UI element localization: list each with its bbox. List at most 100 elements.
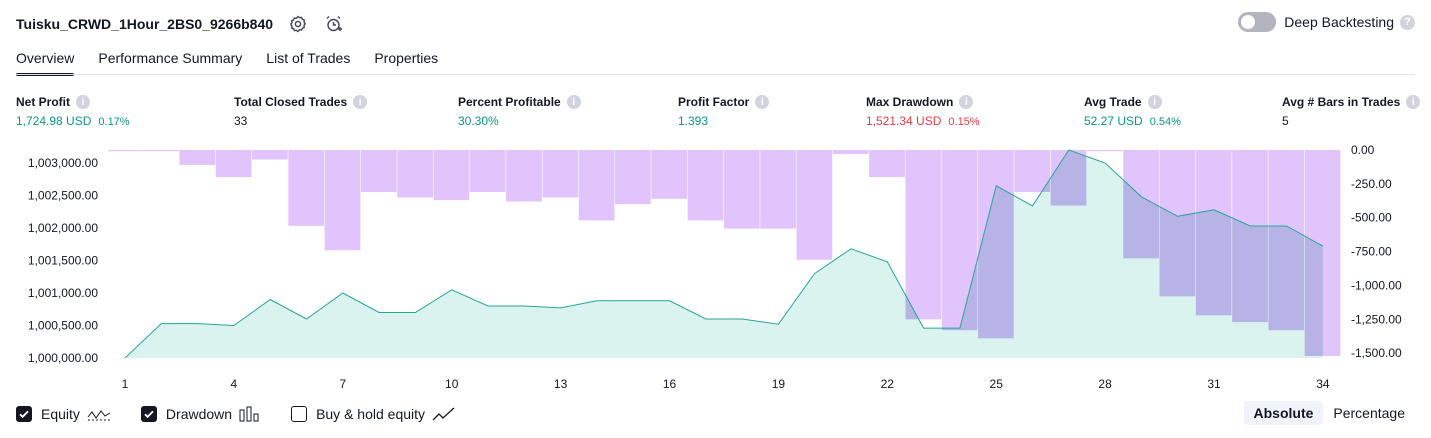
left-tick-label: 1,001,000.00 xyxy=(28,286,98,300)
metric-label: Total Closed Trades xyxy=(234,95,348,109)
percentage-button[interactable]: Percentage xyxy=(1333,405,1405,421)
left-tick-label: 1,000,500.00 xyxy=(28,319,98,333)
info-icon[interactable]: i xyxy=(1147,95,1162,109)
deep-backtesting-toggle[interactable] xyxy=(1238,12,1277,32)
x-axis: 1 4 7 10 13 16 19 22 25 28 31 34 xyxy=(122,377,1330,391)
tab-list-of-trades[interactable]: List of Trades xyxy=(266,50,351,66)
info-icon[interactable]: i xyxy=(566,95,581,109)
drawdown-bar[interactable] xyxy=(469,150,506,192)
metric-label: Percent Profitable xyxy=(458,95,561,109)
drawdown-bar[interactable] xyxy=(760,150,796,229)
tab-properties[interactable]: Properties xyxy=(374,50,439,66)
chart-legend: Equity Drawdown Buy & hold equity xyxy=(16,402,486,426)
legend-label: Equity xyxy=(41,406,80,422)
right-tick-label: -1,000.00 xyxy=(1351,278,1402,292)
tabs-divider xyxy=(16,74,1415,75)
metric-label: Avg # Bars in Trades xyxy=(1282,95,1401,109)
settings-icon[interactable] xyxy=(287,13,309,35)
tab-overview[interactable]: Overview xyxy=(16,42,75,76)
drawdown-bar[interactable] xyxy=(360,150,397,192)
drawdown-bar[interactable] xyxy=(288,150,325,226)
mode-switch: Absolute Percentage xyxy=(1243,401,1416,425)
absolute-button[interactable]: Absolute xyxy=(1243,401,1324,425)
metric-avg-trade: Avg Trade i 52.27 USD 0.54% xyxy=(1084,94,1181,130)
drawdown-bar[interactable] xyxy=(252,150,288,160)
x-tick-label: 13 xyxy=(554,377,568,391)
metric-percent: 0.15% xyxy=(948,116,980,128)
x-tick-label: 25 xyxy=(990,377,1004,391)
drawdown-checkbox[interactable] xyxy=(140,406,157,422)
equity-line xyxy=(124,149,1324,359)
equity-line-icon xyxy=(87,406,111,422)
left-tick-label: 1,000,000.00 xyxy=(28,351,98,365)
metric-profit-factor: Profit Factor i 1.393 xyxy=(678,94,770,130)
drawdown-bar[interactable] xyxy=(832,150,869,155)
metric-label: Max Drawdown xyxy=(866,95,954,109)
drawdown-bar[interactable] xyxy=(1014,150,1051,192)
legend-buy-hold[interactable]: Buy & hold equity xyxy=(291,406,456,422)
drawdown-bar[interactable] xyxy=(397,150,433,198)
x-tick-label: 31 xyxy=(1207,377,1221,391)
drawdown-bar[interactable] xyxy=(1086,150,1123,152)
drawdown-bar[interactable] xyxy=(143,150,179,152)
strategy-title: Tuisku_CRWD_1Hour_2BS0_9266b840 xyxy=(16,16,274,32)
right-tick-label: -750.00 xyxy=(1351,245,1392,259)
drawdown-bar[interactable] xyxy=(796,150,833,260)
buy-hold-checkbox[interactable] xyxy=(291,406,308,422)
left-tick-label: 1,003,000.00 xyxy=(28,156,98,170)
x-tick-label: 10 xyxy=(445,377,459,391)
tab-bar: Overview Performance Summary List of Tra… xyxy=(16,42,462,76)
left-tick-label: 1,002,000.00 xyxy=(28,221,98,235)
metric-percent-profitable: Percent Profitable i 30.30% xyxy=(458,94,581,130)
right-tick-label: -250.00 xyxy=(1351,177,1392,191)
left-axis: 1,003,000.00 1,002,500.00 1,002,000.00 1,00… xyxy=(28,156,98,365)
drawdown-bar[interactable] xyxy=(108,150,143,152)
info-icon[interactable]: i xyxy=(353,95,368,109)
left-tick-label: 1,001,500.00 xyxy=(28,254,98,268)
metric-value: 52.27 USD xyxy=(1084,114,1143,128)
drawdown-bar[interactable] xyxy=(506,150,542,202)
drawdown-bar[interactable] xyxy=(215,150,252,178)
deep-backtesting-label: Deep Backtesting xyxy=(1284,14,1394,30)
tab-performance-summary[interactable]: Performance Summary xyxy=(98,50,243,66)
info-icon[interactable]: i xyxy=(76,95,90,109)
help-icon[interactable]: ? xyxy=(1400,14,1415,30)
header: Tuisku_CRWD_1Hour_2BS0_9266b840 xyxy=(16,10,345,38)
x-tick-label: 1 xyxy=(122,377,129,391)
x-tick-label: 4 xyxy=(231,377,238,391)
drawdown-bars-icon xyxy=(239,406,261,422)
info-icon[interactable]: i xyxy=(1406,95,1421,109)
metric-value: 1,521.34 USD xyxy=(866,114,942,128)
drawdown-bar[interactable] xyxy=(433,150,470,201)
drawdown-bar[interactable] xyxy=(179,150,216,165)
drawdown-bar[interactable] xyxy=(905,150,942,320)
legend-equity[interactable]: Equity xyxy=(16,406,111,422)
metric-max-drawdown: Max Drawdown i 1,521.34 USD 0.15% xyxy=(866,94,980,130)
equity-drawdown-chart[interactable]: 1,003,000.00 1,002,500.00 1,002,000.00 1,00… xyxy=(0,140,1431,396)
metric-label: Profit Factor xyxy=(678,95,750,109)
legend-label: Drawdown xyxy=(165,406,233,422)
equity-checkbox[interactable] xyxy=(16,406,32,422)
deep-backtesting: Deep Backtesting ? xyxy=(1238,12,1415,32)
info-icon[interactable]: i xyxy=(755,95,770,109)
x-tick-label: 7 xyxy=(339,377,346,391)
add-alert-icon[interactable] xyxy=(323,13,345,35)
drawdown-bar[interactable] xyxy=(651,150,688,199)
metric-value: 5 xyxy=(1282,114,1289,128)
legend-label: Buy & hold equity xyxy=(316,406,426,422)
drawdown-bar[interactable] xyxy=(542,150,579,198)
drawdown-bar[interactable] xyxy=(615,150,651,205)
legend-drawdown[interactable]: Drawdown xyxy=(140,406,261,422)
metric-value: 1,724.98 USD xyxy=(16,114,92,128)
metric-percent: 0.17% xyxy=(98,116,130,128)
metric-avg-bars-in-trades: Avg # Bars in Trades i 5 xyxy=(1282,94,1421,130)
info-icon[interactable]: i xyxy=(959,95,974,109)
metric-value: 30.30% xyxy=(458,114,499,128)
x-tick-label: 34 xyxy=(1316,377,1330,391)
x-tick-label: 28 xyxy=(1098,377,1112,391)
drawdown-bar[interactable] xyxy=(869,150,905,178)
drawdown-bar[interactable] xyxy=(324,150,361,251)
drawdown-bar[interactable] xyxy=(687,150,724,221)
drawdown-bar[interactable] xyxy=(578,150,615,221)
drawdown-bar[interactable] xyxy=(723,150,760,229)
